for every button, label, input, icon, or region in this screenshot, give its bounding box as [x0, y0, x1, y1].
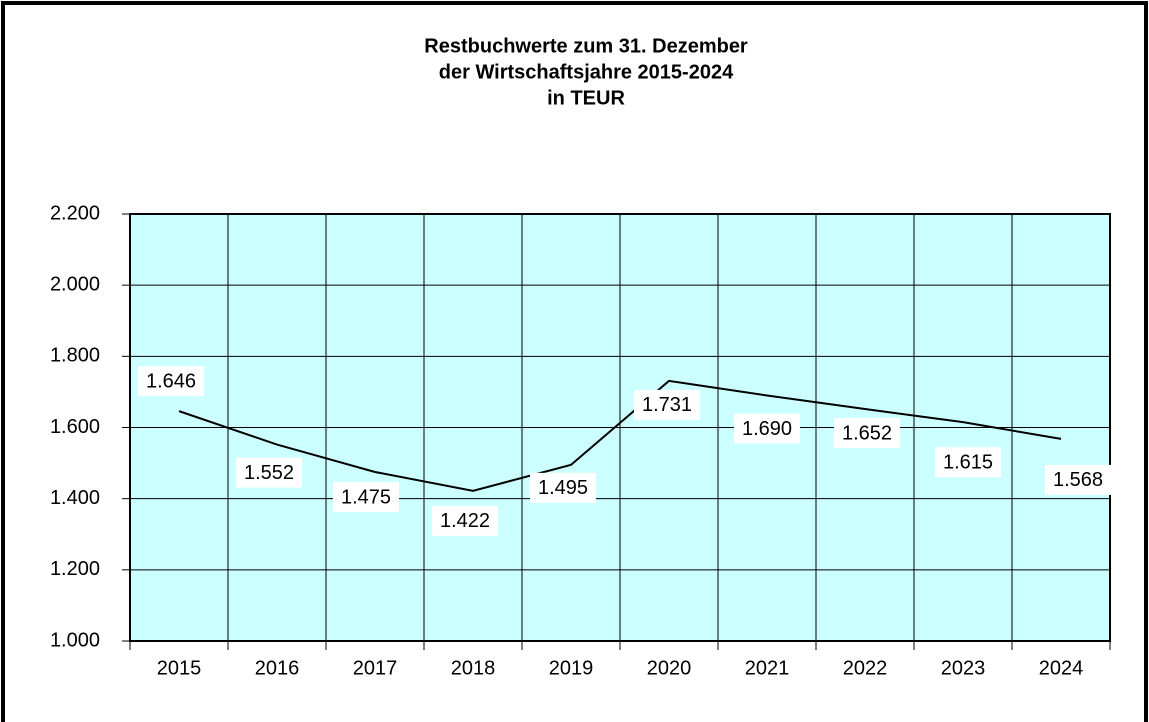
data-label: 1.475 [341, 486, 391, 508]
y-tick-label: 1.800 [50, 345, 100, 367]
x-tick-label: 2022 [843, 657, 888, 679]
data-label: 1.652 [842, 422, 892, 444]
y-tick-label: 2.200 [50, 202, 100, 224]
y-tick-label: 1.200 [50, 558, 100, 580]
x-tick-label: 2015 [157, 657, 202, 679]
x-tick-label: 2021 [745, 657, 790, 679]
x-tick-label: 2018 [451, 657, 496, 679]
chart-title: in TEUR [547, 87, 625, 109]
data-label: 1.690 [742, 418, 792, 440]
x-tick-label: 2019 [549, 657, 594, 679]
data-label-box [138, 366, 204, 397]
y-tick-label: 2.000 [50, 273, 100, 295]
y-tick-label: 1.600 [50, 416, 100, 438]
y-tick-label: 1.000 [50, 629, 100, 651]
data-label-box [432, 505, 498, 536]
data-label-box [834, 417, 900, 448]
x-tick-label: 2017 [353, 657, 398, 679]
data-label: 1.422 [440, 510, 490, 532]
data-label-box [935, 447, 1001, 478]
chart-title: der Wirtschaftsjahre 2015-2024 [439, 61, 734, 83]
chart-title: Restbuchwerte zum 31. Dezember [424, 35, 748, 57]
data-label-box [734, 413, 800, 444]
data-label-box [236, 457, 302, 488]
data-label: 1.552 [244, 462, 294, 484]
x-tick-label: 2016 [255, 657, 300, 679]
data-label-box [530, 472, 596, 503]
data-label-box [1045, 464, 1111, 495]
x-tick-label: 2023 [941, 657, 986, 679]
data-label: 1.646 [146, 370, 196, 392]
data-label-box [333, 481, 399, 512]
plot-border [129, 213, 1111, 642]
x-tick-label: 2020 [647, 657, 692, 679]
data-label-box [634, 389, 700, 420]
data-label: 1.731 [642, 394, 692, 416]
x-tick-label: 2024 [1039, 657, 1084, 679]
line [178, 379, 1062, 492]
data-label: 1.568 [1053, 469, 1103, 491]
data-label: 1.495 [538, 477, 588, 499]
data-label: 1.615 [943, 451, 993, 473]
y-tick-label: 1.400 [50, 487, 100, 509]
